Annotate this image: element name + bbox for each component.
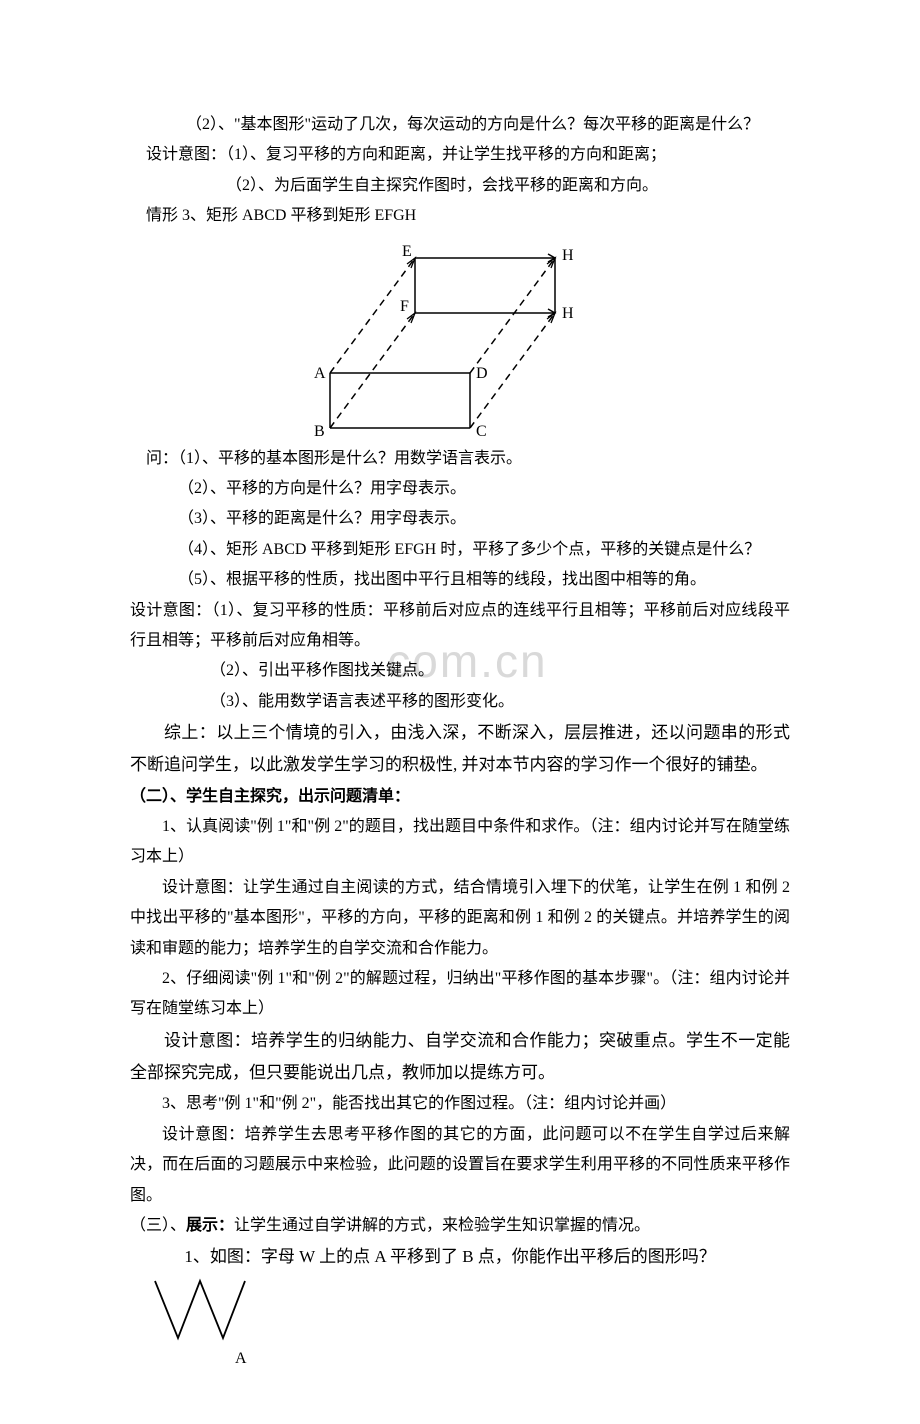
s2-item-1: 1、认真阅读"例 1"和"例 2"的题目，找出题目中条件和求作。（注：组内讨论并… — [130, 812, 790, 873]
s2-design-3: 设计意图：培养学生去思考平移作图的其它的方面，此问题可以不在学生自学过后来解决，… — [130, 1120, 790, 1211]
figure-w — [140, 1276, 790, 1346]
question-2: （2）、平移的方向是什么？用字母表示。 — [130, 474, 790, 504]
s2-design-1: 设计意图：让学生通过自主阅读的方式，结合情境引入埋下的伏笔，让学生在例 1 和例… — [130, 873, 790, 964]
question-1: 问：（1）、平移的基本图形是什么？用数学语言表示。 — [130, 444, 790, 474]
design-intent-2: （2）、引出平移作图找关键点。 — [130, 656, 790, 686]
label-E: E — [402, 243, 412, 260]
line-q2-prev: （2）、"基本图形"运动了几次，每次运动的方向是什么？每次平移的距离是什么？ — [130, 110, 790, 140]
label-F: F — [400, 298, 409, 315]
w-label-a: A — [130, 1344, 790, 1374]
s3-prefix: （三）、 — [130, 1217, 186, 1234]
line-design-2: （2）、为后面学生自主探究作图时，会找平移的距离和方向。 — [130, 171, 790, 201]
label-C: C — [476, 423, 487, 438]
s2-design-2: 设计意图：培养学生的归纳能力、自学交流和合作能力；突破重点。学生不一定能全部探究… — [130, 1025, 790, 1090]
summary-para: 综上：以上三个情境的引入，由浅入深，不断深入，层层推进，还以问题串的形式不断追问… — [130, 717, 790, 782]
label-H1: H — [562, 247, 574, 264]
label-A: A — [314, 365, 326, 382]
s2-item-3: 3、思考"例 1"和"例 2"，能否找出其它的作图过程。（注：组内讨论并画） — [130, 1089, 790, 1119]
section-3-line: （三）、展示：让学生通过自学讲解的方式，来检验学生知识掌握的情况。 — [130, 1211, 790, 1241]
s2-item-2: 2、仔细阅读"例 1"和"例 2"的解题过程，归纳出"平移作图的基本步骤"。（注… — [130, 964, 790, 1025]
label-H2: H — [562, 305, 574, 322]
s3-rest: 让学生通过自学讲解的方式，来检验学生知识掌握的情况。 — [234, 1217, 650, 1234]
figure-prism: E H F H A D B C — [130, 232, 790, 444]
prism-svg: E H F H A D B C — [310, 238, 610, 438]
label-D: D — [476, 365, 488, 382]
label-B: B — [314, 423, 325, 438]
section-2-title: （二）、学生自主探究，出示问题清单： — [130, 782, 790, 812]
s3-item-1: 1、如图：字母 W 上的点 A 平移到了 B 点，你能作出平移后的图形吗？ — [130, 1241, 790, 1273]
document-content: （2）、"基本图形"运动了几次，每次运动的方向是什么？每次平移的距离是什么？ 设… — [130, 110, 790, 1374]
question-4: （4）、矩形 ABCD 平移到矩形 EFGH 时，平移了多少个点，平移的关键点是… — [130, 535, 790, 565]
design-intent-3: （3）、能用数学语言表述平移的图形变化。 — [130, 687, 790, 717]
line-design-1: 设计意图：（1）、复习平移的方向和距离，并让学生找平移的方向和距离； — [130, 140, 790, 170]
line-case3: 情形 3、矩形 ABCD 平移到矩形 EFGH — [130, 201, 790, 231]
question-3: （3）、平移的距离是什么？用字母表示。 — [130, 504, 790, 534]
w-svg — [140, 1276, 280, 1346]
question-5: （5）、根据平移的性质，找出图中平行且相等的线段，找出图中相等的角。 — [130, 565, 790, 595]
s3-title: 展示： — [186, 1217, 234, 1234]
design-intent-1: 设计意图：（1）、复习平移的性质：平移前后对应点的连线平行且相等；平移前后对应线… — [130, 596, 790, 657]
